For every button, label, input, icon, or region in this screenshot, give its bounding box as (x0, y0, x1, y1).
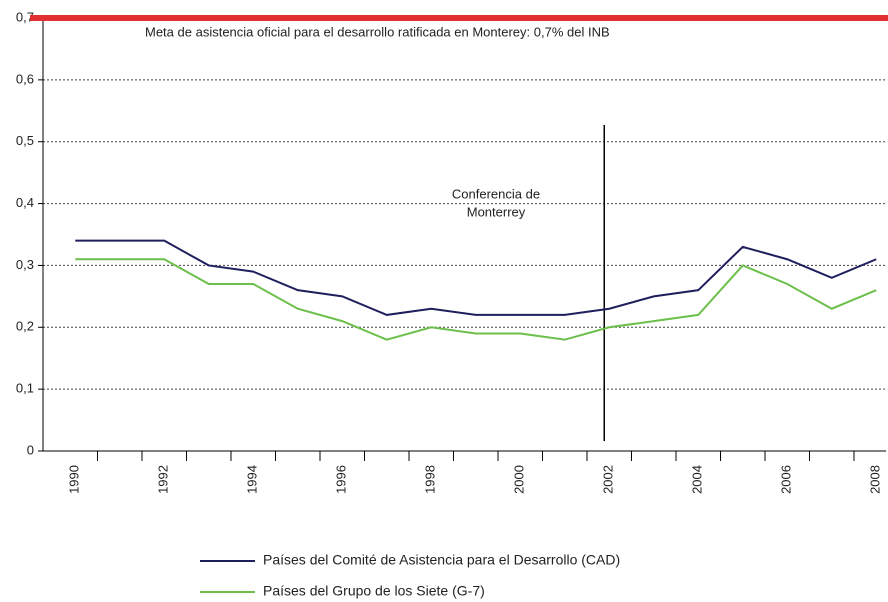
y-tick-label: 0,3 (16, 257, 34, 272)
y-tick-label: 0,2 (16, 319, 34, 334)
y-tick-label: 0,4 (16, 195, 34, 210)
x-tick-label: 1996 (334, 465, 349, 494)
x-tick-label: 2008 (868, 465, 883, 494)
x-tick-label: 1994 (245, 465, 260, 494)
y-tick-label: 0,6 (16, 71, 34, 86)
reference-label: Meta de asistencia oficial para el desar… (145, 24, 610, 39)
legend-label: Países del Grupo de los Siete (G-7) (263, 583, 485, 599)
y-tick-label: 0,1 (16, 381, 34, 396)
x-tick-label: 2000 (512, 465, 527, 494)
x-tick-label: 1990 (67, 465, 82, 494)
legend-label: Países del Comité de Asistencia para el … (263, 552, 620, 568)
y-tick-label: 0 (27, 442, 34, 457)
annotation-text: Monterrey (467, 204, 526, 219)
annotation-text: Conferencia de (452, 186, 540, 201)
y-tick-label: 0,7 (16, 9, 34, 24)
x-tick-label: 2006 (779, 465, 794, 494)
x-tick-label: 2002 (601, 465, 616, 494)
y-tick-label: 0,5 (16, 133, 34, 148)
series-line (75, 239, 877, 316)
x-tick-label: 1998 (423, 465, 438, 494)
x-tick-label: 2004 (690, 465, 705, 494)
series-line (75, 258, 877, 341)
x-tick-label: 1992 (156, 465, 171, 494)
